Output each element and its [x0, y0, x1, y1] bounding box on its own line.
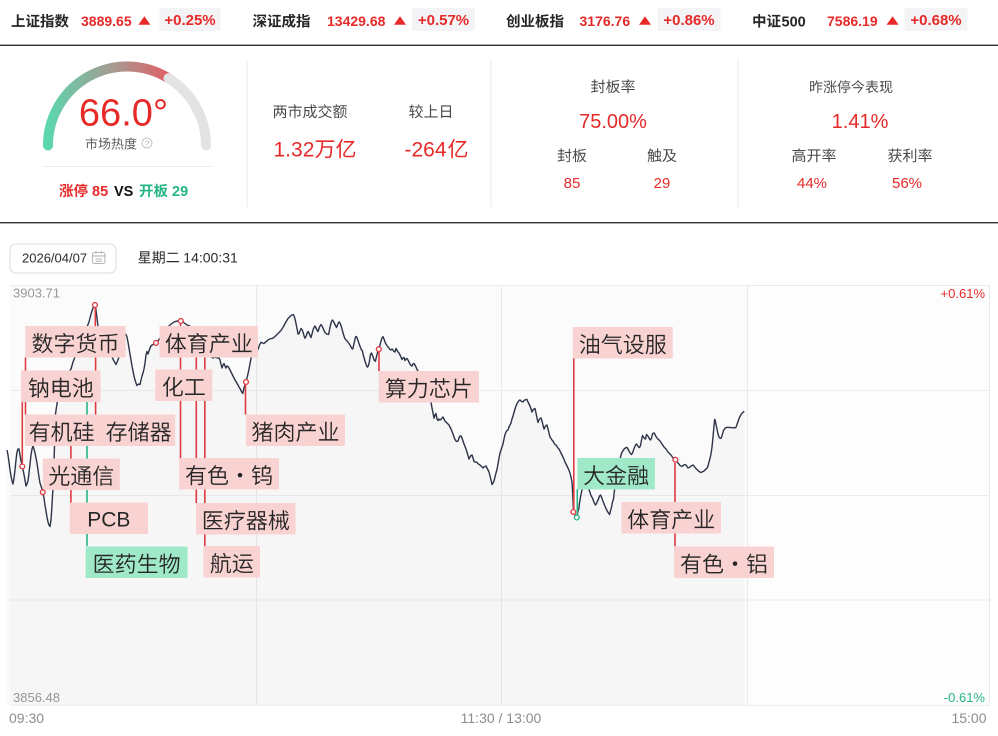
svg-text:29: 29 — [172, 184, 188, 200]
svg-text:PCB: PCB — [87, 509, 130, 532]
svg-text:?: ? — [145, 139, 150, 149]
svg-text:-264: -264 — [405, 139, 447, 162]
svg-text:09:30: 09:30 — [9, 710, 44, 726]
svg-text:-0.61%: -0.61% — [944, 690, 986, 705]
svg-text:1.41%: 1.41% — [832, 111, 889, 133]
svg-text:1.32: 1.32 — [274, 139, 315, 162]
svg-text:13429.68: 13429.68 — [327, 13, 386, 29]
svg-text:3176.76: 3176.76 — [580, 13, 631, 29]
svg-text:+0.61%: +0.61% — [941, 286, 986, 301]
svg-text:VS: VS — [114, 184, 134, 200]
svg-text:29: 29 — [654, 175, 671, 192]
svg-text:56%: 56% — [892, 175, 922, 192]
svg-text:7586.19: 7586.19 — [827, 13, 878, 29]
svg-text:14:00:31: 14:00:31 — [183, 250, 238, 266]
svg-text:11:30 / 13:00: 11:30 / 13:00 — [461, 710, 542, 726]
svg-text:500: 500 — [782, 14, 806, 30]
svg-text:15:00: 15:00 — [951, 710, 986, 726]
svg-text:+0.25%: +0.25% — [164, 12, 215, 29]
svg-text:3856.48: 3856.48 — [13, 690, 60, 705]
svg-text:+0.86%: +0.86% — [663, 12, 714, 29]
svg-text:3889.65: 3889.65 — [81, 13, 132, 29]
svg-text:75.00%: 75.00% — [579, 111, 647, 133]
svg-text:85: 85 — [92, 184, 108, 200]
svg-text:44%: 44% — [797, 175, 827, 192]
svg-text:+0.57%: +0.57% — [418, 12, 469, 29]
svg-text:85: 85 — [564, 175, 581, 192]
svg-text:3903.71: 3903.71 — [13, 286, 60, 301]
svg-text:2026/04/07: 2026/04/07 — [22, 251, 87, 266]
svg-text:66.0°: 66.0° — [79, 93, 168, 135]
svg-text:+0.68%: +0.68% — [910, 12, 961, 29]
